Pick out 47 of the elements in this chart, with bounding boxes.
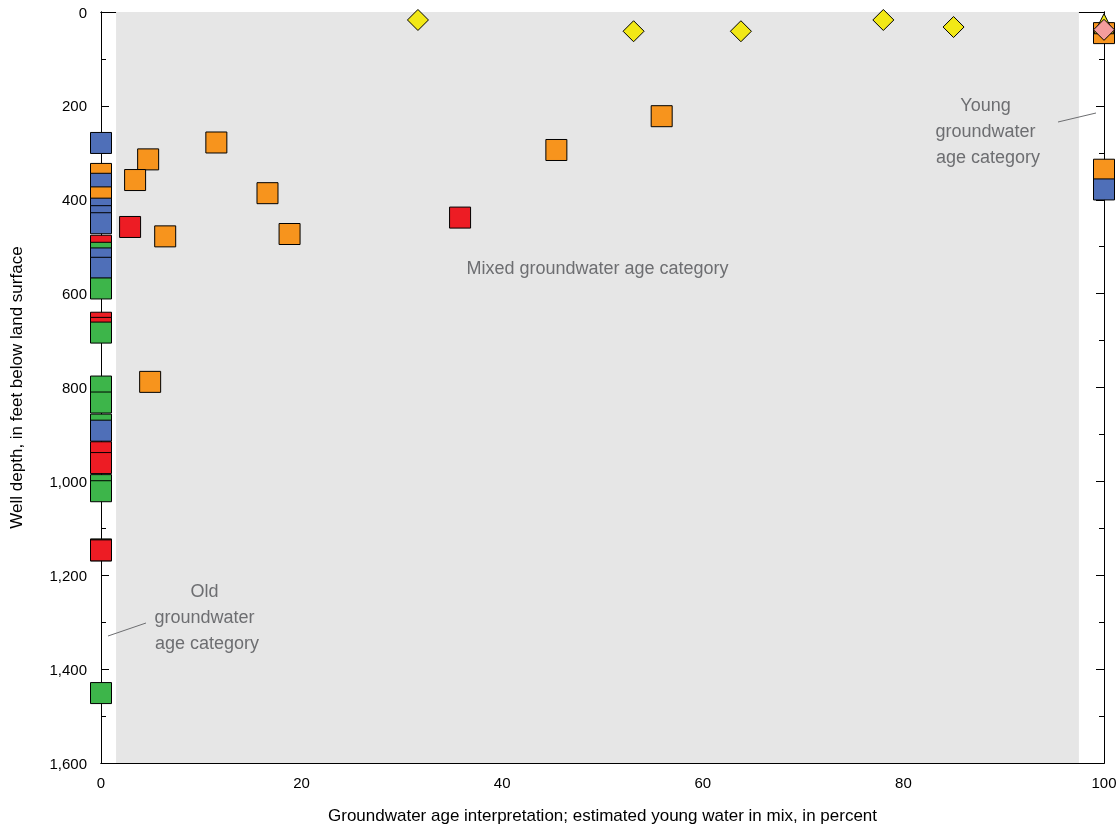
y-tick-label: 1,400 (49, 660, 87, 678)
y-tick-label: 1,600 (49, 754, 87, 772)
y-tick-label: 400 (61, 191, 87, 209)
point (90, 391, 112, 414)
point (729, 20, 752, 43)
x-tick-label: 60 (694, 774, 712, 791)
point (650, 105, 673, 128)
point (90, 452, 112, 475)
point (622, 20, 645, 43)
x-tick-label: 80 (895, 774, 912, 791)
point (139, 370, 162, 393)
point (872, 8, 895, 31)
y-tick-label: 1,200 (49, 566, 87, 584)
point (90, 321, 112, 344)
point (137, 148, 160, 171)
point (90, 256, 112, 279)
y-axis-title: Well depth, in feet below land surface (7, 246, 26, 529)
point (124, 169, 147, 192)
y-tick-label: 600 (61, 285, 87, 303)
x-tick-label: 100 (1091, 774, 1117, 791)
annotation: Old groundwater age category (154, 581, 260, 653)
y-tick-label: 0 (78, 3, 87, 21)
y-tick-label: 200 (61, 97, 87, 115)
point (545, 139, 568, 161)
point (278, 223, 301, 246)
point (90, 277, 112, 300)
point (256, 182, 279, 205)
point (90, 682, 112, 705)
point (90, 480, 112, 503)
x-tick-label: 0 (96, 774, 106, 791)
y-tick-label: 800 (61, 379, 87, 396)
y-tick-label: 1,000 (49, 472, 87, 490)
point (119, 215, 142, 238)
point (942, 16, 965, 39)
x-tick-label: 40 (493, 774, 511, 791)
x-axis-title: Groundwater age interpretation; estimated young water in mix, in percent (327, 806, 878, 825)
point (205, 131, 228, 154)
x-tick-label: 20 (293, 774, 310, 791)
point (449, 206, 472, 229)
point (406, 8, 429, 31)
band-label: Mixed groundwater age category (466, 257, 729, 278)
annotation: Young groundwater age category (935, 95, 1041, 167)
point (90, 131, 112, 154)
point (154, 225, 177, 248)
point (90, 212, 112, 235)
point (90, 419, 112, 442)
point (1093, 178, 1115, 201)
